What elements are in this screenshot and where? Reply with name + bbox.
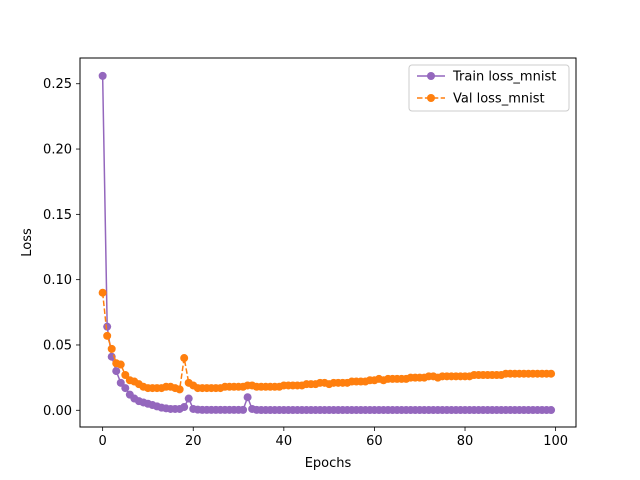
data-point <box>121 371 130 380</box>
y-axis-label: Loss <box>20 228 35 257</box>
data-point <box>184 394 193 403</box>
data-point <box>239 405 248 414</box>
legend-label: Val loss_mnist <box>453 92 545 107</box>
data-point <box>175 385 184 394</box>
series-0 <box>98 71 556 415</box>
data-point <box>121 384 130 393</box>
data-point <box>116 378 125 387</box>
legend-swatch-marker <box>427 72 435 80</box>
legend-label: Train loss_mnist <box>452 70 556 85</box>
plot-frame <box>79 57 577 428</box>
data-point <box>180 354 189 363</box>
y-tick-label: 0.15 <box>43 208 72 223</box>
y-tick-label: 0.10 <box>43 273 72 288</box>
series-layer <box>98 71 556 415</box>
data-point <box>547 369 556 378</box>
data-point <box>547 406 556 415</box>
data-point <box>112 367 121 376</box>
y-tick-label: 0.00 <box>43 404 72 419</box>
legend: Train loss_mnist Val loss_mnist <box>408 64 570 112</box>
x-tick-label: 40 <box>276 434 293 449</box>
data-point <box>103 322 112 331</box>
data-point <box>98 288 107 297</box>
x-tick-label: 80 <box>457 434 474 449</box>
y-tick-label: 0.20 <box>43 143 72 158</box>
x-tick-label: 0 <box>99 434 107 449</box>
legend-box <box>408 64 570 112</box>
data-point <box>103 331 112 340</box>
y-tick-label: 0.25 <box>43 77 72 92</box>
data-point <box>180 403 189 412</box>
y-axis: 0.00 0.05 0.10 0.15 0.20 0.25 <box>43 77 80 419</box>
x-tick-label: 100 <box>543 434 568 449</box>
data-point <box>243 393 252 402</box>
x-tick-label: 20 <box>185 434 202 449</box>
data-point <box>116 360 125 369</box>
x-axis: 0 20 40 60 80 100 <box>99 427 568 449</box>
x-axis-label: Epochs <box>305 456 352 471</box>
legend-swatch-marker <box>427 94 435 102</box>
x-tick-label: 60 <box>366 434 383 449</box>
series-1 <box>98 288 556 394</box>
data-point <box>98 71 107 80</box>
data-point <box>107 344 116 353</box>
y-tick-label: 0.05 <box>43 338 72 353</box>
